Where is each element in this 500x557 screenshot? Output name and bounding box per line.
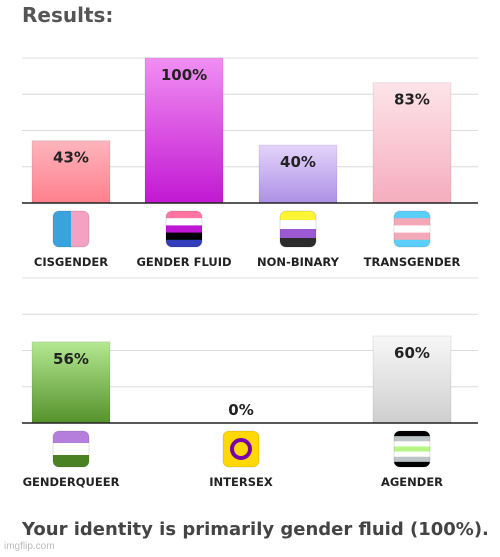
intersex-flag-icon	[222, 430, 260, 468]
category-label: GENDER FLUID	[136, 255, 231, 269]
agender-flag-icon	[393, 430, 431, 468]
category-label: NON-BINARY	[257, 255, 340, 269]
bar-transgender	[372, 82, 452, 204]
watermark: imgflip.com	[4, 541, 55, 552]
bar-gender-fluid	[144, 57, 224, 204]
cisgender-flag-icon	[52, 210, 90, 248]
value-label: 60%	[394, 344, 430, 362]
chart-top: 43% CISGENDER 100% GENDER FLUID 40% NON-BINAR…	[22, 57, 478, 269]
transgender-flag-icon	[393, 210, 431, 248]
category-label: GENDERQUEER	[23, 475, 120, 489]
genderqueer-flag-icon	[52, 430, 90, 468]
non-binary-flag-icon	[279, 210, 317, 248]
category-label: CISGENDER	[34, 255, 108, 269]
chart-bottom: 56% GENDERQUEER 0% INTERSEX 60% AGENDER	[22, 277, 478, 489]
value-label: 100%	[161, 66, 207, 84]
results-title: Results:	[22, 3, 114, 27]
value-label: 56%	[53, 350, 89, 368]
value-label: 83%	[394, 91, 430, 109]
gender-fluid-flag-icon	[165, 210, 203, 248]
category-label: INTERSEX	[209, 475, 273, 489]
category-label: TRANSGENDER	[364, 255, 461, 269]
bar-agender	[372, 335, 452, 424]
category-label: AGENDER	[381, 475, 443, 489]
bar-non-binary	[258, 144, 338, 204]
value-label: 0%	[228, 401, 253, 419]
summary-text: Your identity is primarily gender fluid …	[22, 519, 489, 540]
value-label: 43%	[53, 149, 89, 167]
value-label: 40%	[280, 153, 316, 171]
